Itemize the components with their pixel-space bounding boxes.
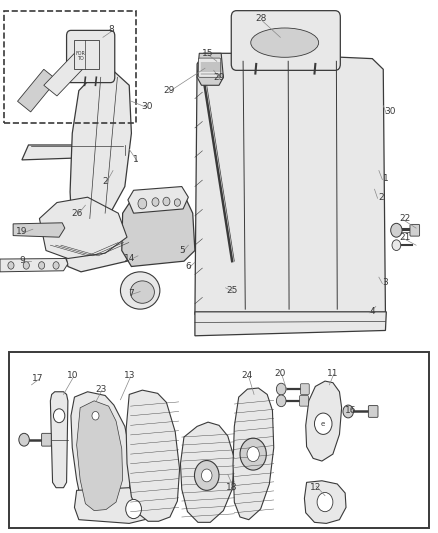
Circle shape bbox=[8, 262, 14, 269]
Polygon shape bbox=[122, 195, 195, 266]
Bar bbox=[74, 40, 99, 69]
Circle shape bbox=[163, 197, 170, 206]
Polygon shape bbox=[77, 401, 123, 511]
Text: 18: 18 bbox=[226, 483, 238, 492]
Ellipse shape bbox=[251, 28, 318, 58]
Circle shape bbox=[201, 469, 212, 482]
Polygon shape bbox=[39, 197, 127, 259]
Text: 11: 11 bbox=[327, 369, 339, 377]
Text: 19: 19 bbox=[16, 228, 28, 236]
Text: 17: 17 bbox=[32, 374, 43, 383]
Polygon shape bbox=[304, 481, 346, 523]
Polygon shape bbox=[128, 187, 188, 213]
Text: 14: 14 bbox=[124, 254, 135, 263]
Circle shape bbox=[343, 405, 353, 418]
Polygon shape bbox=[195, 312, 386, 336]
Polygon shape bbox=[233, 388, 274, 520]
Text: 1: 1 bbox=[133, 156, 139, 164]
Polygon shape bbox=[65, 232, 140, 272]
Polygon shape bbox=[50, 392, 68, 488]
Polygon shape bbox=[18, 69, 57, 112]
Text: 21: 21 bbox=[399, 233, 411, 241]
FancyBboxPatch shape bbox=[300, 395, 308, 406]
Text: 6: 6 bbox=[185, 262, 191, 271]
Circle shape bbox=[247, 447, 259, 462]
Circle shape bbox=[194, 461, 219, 490]
Circle shape bbox=[391, 223, 402, 237]
Polygon shape bbox=[195, 53, 385, 314]
Polygon shape bbox=[180, 422, 234, 522]
Circle shape bbox=[314, 413, 332, 434]
Polygon shape bbox=[197, 53, 223, 85]
Text: 8: 8 bbox=[109, 25, 115, 34]
Bar bbox=[4, 11, 136, 123]
Circle shape bbox=[19, 433, 29, 446]
FancyBboxPatch shape bbox=[42, 433, 51, 446]
Polygon shape bbox=[22, 145, 125, 160]
Text: 12: 12 bbox=[310, 483, 321, 492]
Text: 16: 16 bbox=[345, 406, 356, 415]
Text: 29: 29 bbox=[213, 73, 225, 82]
Circle shape bbox=[53, 409, 65, 423]
Text: 24: 24 bbox=[242, 372, 253, 380]
Text: 30: 30 bbox=[141, 102, 152, 111]
Bar bbox=[9, 352, 429, 528]
Text: 4: 4 bbox=[370, 308, 375, 316]
Ellipse shape bbox=[131, 281, 154, 303]
Text: 13: 13 bbox=[124, 372, 135, 380]
Polygon shape bbox=[70, 69, 131, 245]
Circle shape bbox=[317, 492, 333, 512]
Circle shape bbox=[240, 438, 266, 470]
Circle shape bbox=[138, 198, 147, 209]
Text: 23: 23 bbox=[95, 385, 106, 393]
Text: 15: 15 bbox=[202, 49, 214, 58]
Text: 26: 26 bbox=[71, 209, 82, 217]
Text: 30: 30 bbox=[384, 108, 396, 116]
Text: 28: 28 bbox=[255, 14, 266, 23]
FancyBboxPatch shape bbox=[231, 11, 340, 70]
Text: 20: 20 bbox=[275, 369, 286, 377]
Text: 29: 29 bbox=[163, 86, 174, 95]
FancyBboxPatch shape bbox=[67, 30, 115, 83]
Circle shape bbox=[174, 199, 180, 206]
Text: 5: 5 bbox=[179, 246, 185, 255]
Text: 1: 1 bbox=[382, 174, 389, 183]
FancyBboxPatch shape bbox=[410, 224, 420, 236]
Circle shape bbox=[276, 395, 286, 407]
Circle shape bbox=[392, 240, 401, 251]
Polygon shape bbox=[306, 381, 342, 461]
Circle shape bbox=[92, 411, 99, 420]
Text: 2: 2 bbox=[102, 177, 108, 185]
FancyBboxPatch shape bbox=[368, 406, 378, 417]
Polygon shape bbox=[71, 392, 131, 517]
Text: 3: 3 bbox=[382, 278, 389, 287]
Circle shape bbox=[39, 262, 45, 269]
Circle shape bbox=[276, 383, 286, 395]
Polygon shape bbox=[126, 390, 180, 521]
FancyBboxPatch shape bbox=[300, 384, 309, 394]
Circle shape bbox=[126, 499, 141, 519]
Circle shape bbox=[152, 198, 159, 206]
Polygon shape bbox=[13, 223, 65, 237]
Text: 25: 25 bbox=[226, 286, 238, 295]
Circle shape bbox=[53, 262, 59, 269]
Polygon shape bbox=[0, 259, 68, 272]
Ellipse shape bbox=[120, 272, 160, 309]
Polygon shape bbox=[44, 53, 88, 96]
Circle shape bbox=[23, 262, 29, 269]
Text: e: e bbox=[321, 421, 325, 427]
Text: 7: 7 bbox=[128, 289, 134, 297]
Text: 2: 2 bbox=[378, 193, 384, 201]
FancyBboxPatch shape bbox=[198, 58, 221, 77]
Text: FOR
TO: FOR TO bbox=[75, 51, 85, 61]
Text: 22: 22 bbox=[399, 214, 411, 223]
Circle shape bbox=[88, 406, 103, 425]
Text: 9: 9 bbox=[19, 256, 25, 264]
Polygon shape bbox=[74, 488, 151, 523]
Text: 10: 10 bbox=[67, 372, 78, 380]
